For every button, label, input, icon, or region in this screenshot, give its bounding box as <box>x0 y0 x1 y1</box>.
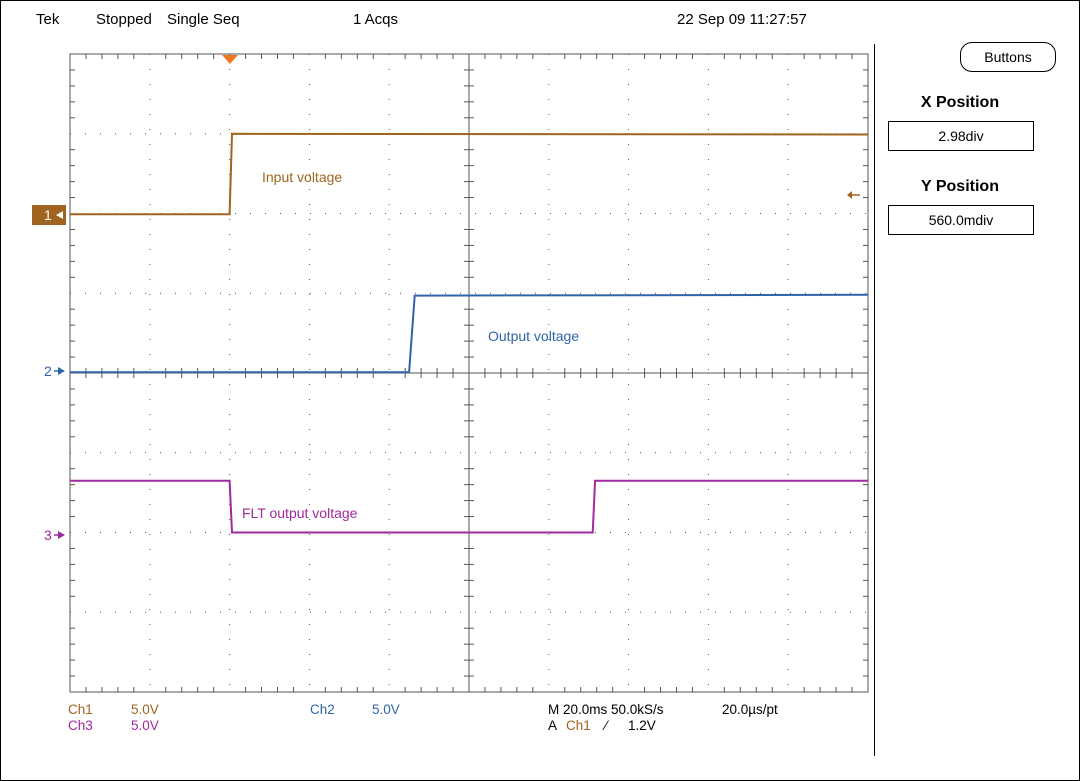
waveform-traces <box>70 132 869 534</box>
trace-input-voltage <box>70 132 869 216</box>
ch1-name: Ch1 <box>68 702 93 717</box>
datetime: 22 Sep 09 11:27:57 <box>677 11 807 28</box>
trace-output-voltage <box>70 293 869 374</box>
acquisition-mode: Single Seq <box>167 11 240 28</box>
ch3-name: Ch3 <box>68 718 93 733</box>
trigger-position-marker[interactable] <box>222 55 238 64</box>
trigger-level: 1.2V <box>628 718 656 733</box>
trace-label-input-voltage: Input voltage <box>262 169 342 185</box>
ch2-ground-marker[interactable]: 2 <box>44 363 65 379</box>
panel-divider <box>874 44 875 756</box>
trace-labels: Input voltage Output voltage FLT output … <box>242 169 579 521</box>
points-readout: 20.0µs/pt <box>722 702 778 717</box>
ch1-scale: 5.0V <box>131 702 159 717</box>
trigger-source: Ch1 <box>566 718 591 733</box>
ch2-name: Ch2 <box>310 702 335 717</box>
trace-flt-output-voltage <box>70 479 868 534</box>
status-bar: Tek Stopped Single Seq 1 Acqs 22 Sep 09 … <box>0 10 870 34</box>
y-position-label: Y Position <box>921 178 999 195</box>
acquisition-count: 1 Acqs <box>353 11 399 28</box>
x-position-value[interactable]: 2.98div <box>888 121 1034 151</box>
brand-label: Tek <box>36 11 60 28</box>
trace-label-flt-output-voltage: FLT output voltage <box>242 505 358 521</box>
ch3-marker-label: 3 <box>44 527 52 543</box>
trigger-slope-icon: ⁄ <box>605 718 608 733</box>
ch2-scale: 5.0V <box>372 702 400 717</box>
ch3-ground-marker[interactable]: 3 <box>44 527 65 543</box>
trace-label-output-voltage: Output voltage <box>488 328 579 344</box>
y-position-value[interactable]: 560.0mdiv <box>888 205 1034 235</box>
trigger-prefix: A <box>548 718 558 733</box>
ch3-scale: 5.0V <box>131 718 159 733</box>
trigger-level-marker[interactable] <box>847 191 860 199</box>
ch1-ground-marker[interactable]: 1 <box>32 205 66 225</box>
acquisition-status: Stopped <box>96 11 152 28</box>
ch1-marker-label: 1 <box>44 207 52 223</box>
timebase-readout: M 20.0ms 50.0kS/s <box>548 702 664 717</box>
buttons-button[interactable]: Buttons <box>960 42 1056 72</box>
x-position-label: X Position <box>920 94 1000 111</box>
ch2-marker-label: 2 <box>44 363 52 379</box>
